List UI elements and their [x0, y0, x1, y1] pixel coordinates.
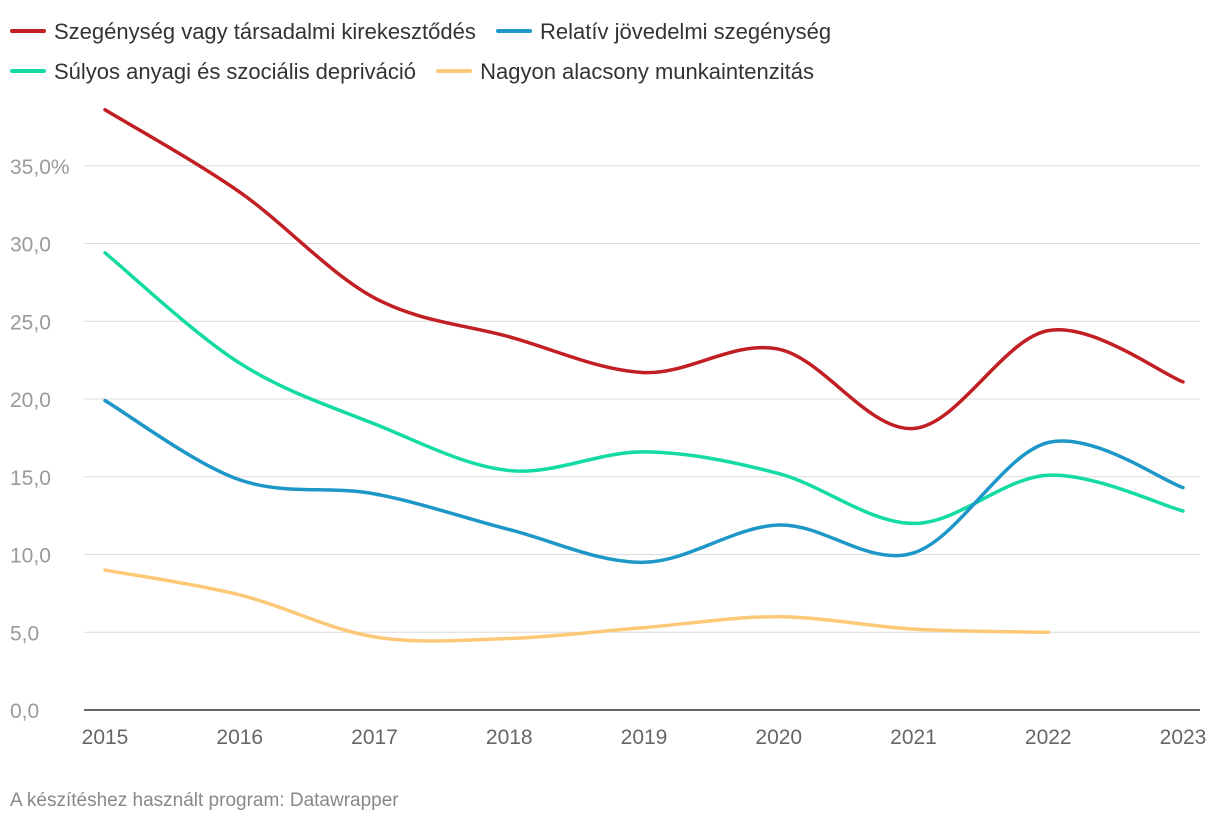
- legend-label-poverty-exclusion: Szegénység vagy társadalmi kirekesztődés: [54, 19, 476, 44]
- y-tick-label: 25,0: [10, 311, 51, 334]
- legend-item-low-work-intensity: Nagyon alacsony munkaintenzitás: [436, 52, 814, 92]
- x-tick-label: 2017: [351, 726, 398, 749]
- legend-label-low-work-intensity: Nagyon alacsony munkaintenzitás: [480, 59, 814, 84]
- chart-legend: Szegénység vagy társadalmi kirekesztődés…: [10, 12, 1215, 92]
- legend-swatch-relative-income-poverty: [496, 29, 533, 34]
- y-tick-label: 10,0: [10, 545, 51, 568]
- x-tick-label: 2021: [890, 726, 937, 749]
- series-line-severe-deprivation: [103, 251, 1185, 526]
- x-tick-label: 2023: [1160, 726, 1207, 749]
- source-note: A készítéshez használt program: Datawrap…: [10, 790, 399, 811]
- x-tick-label: 2020: [755, 726, 802, 749]
- x-tick-label: 2016: [216, 726, 263, 749]
- legend-swatch-low-work-intensity: [436, 69, 473, 74]
- y-tick-label: 0,0: [10, 700, 39, 723]
- legend-swatch-poverty-exclusion: [10, 29, 46, 34]
- legend-label-relative-income-poverty: Relatív jövedelmi szegénység: [540, 19, 832, 44]
- y-tick-label: 20,0: [10, 389, 51, 412]
- legend-item-relative-income-poverty: Relatív jövedelmi szegénység: [496, 12, 831, 52]
- series-line-poverty-exclusion: [103, 108, 1185, 431]
- x-tick-label: 2015: [82, 726, 129, 749]
- line-chart: 0,0 5,0 10,0 15,0 20,0 25,0 30,0 35,0% 2015 2016 2…: [10, 108, 1207, 749]
- x-tick-label: 2019: [621, 726, 668, 749]
- x-tick-label: 2022: [1025, 726, 1072, 749]
- legend-swatch-severe-deprivation: [10, 69, 46, 74]
- y-tick-label: 30,0: [10, 234, 51, 257]
- legend-label-severe-deprivation: Súlyos anyagi és szociális depriváció: [54, 59, 416, 84]
- y-tick-label: 15,0: [10, 467, 51, 490]
- series-line-relative-income-poverty: [103, 398, 1185, 565]
- series-line-low-work-intensity: [103, 568, 1051, 643]
- legend-item-poverty-exclusion: Szegénység vagy társadalmi kirekesztődés: [10, 12, 476, 52]
- y-tick-label: 5,0: [10, 622, 39, 645]
- y-tick-label: 35,0%: [10, 156, 70, 179]
- legend-item-severe-deprivation: Súlyos anyagi és szociális depriváció: [10, 52, 416, 92]
- x-tick-label: 2018: [486, 726, 533, 749]
